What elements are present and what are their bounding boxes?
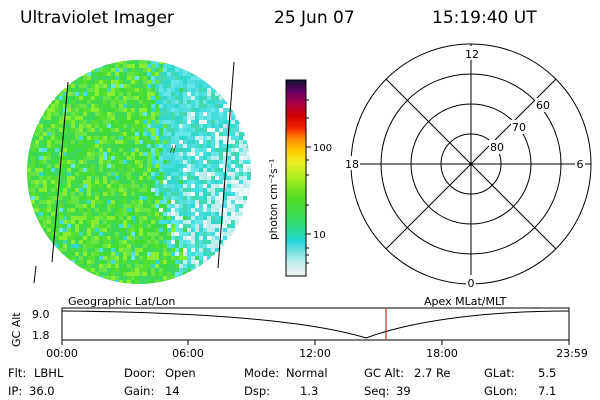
lon-line-right	[217, 61, 235, 269]
polar-grid	[350, 43, 592, 285]
glon-label: GLon:	[484, 384, 518, 398]
lat-label-60: 60	[536, 99, 550, 112]
lon-line-left	[51, 81, 69, 263]
y-tick-1-8: 1.8	[32, 329, 50, 342]
lat-label-80: 80	[490, 141, 504, 154]
x-tick-1200: 12:00	[299, 347, 331, 360]
x-tick-2359: 23:59	[556, 347, 588, 360]
lat-label-70: 70	[512, 121, 526, 134]
colorbar-tick-10: 10	[313, 230, 326, 241]
timeline-right-label: Apex MLat/MLT	[424, 295, 507, 308]
mlt-label-6: 6	[577, 158, 584, 171]
dsp-label: Dsp:	[244, 384, 271, 398]
glat-label: GLat:	[484, 366, 515, 380]
gain-label: Gain:	[124, 384, 155, 398]
header-date: 25 Jun 07	[274, 8, 355, 28]
y-tick-9: 9.0	[32, 308, 50, 321]
x-tick-0000: 00:00	[46, 347, 78, 360]
edge-tick	[33, 265, 37, 284]
glat-value: 5.5	[538, 366, 557, 380]
mode-value: Normal	[286, 366, 328, 380]
header-time: 15:19:40 UT	[432, 8, 537, 28]
ip-value: 36.0	[29, 384, 55, 398]
seq-label: Seq:	[364, 384, 390, 398]
instrument-title: Ultraviolet Imager	[20, 8, 174, 28]
gcalt-value: 2.7 Re	[414, 366, 451, 380]
ip-label: IP:	[8, 384, 23, 398]
door-label: Door:	[124, 366, 156, 380]
door-value: Open	[165, 366, 196, 380]
image-mark: //	[170, 145, 177, 155]
gain-value: 14	[165, 384, 180, 398]
y-axis-label: GC Alt	[10, 312, 23, 347]
uv-image-disk: //	[27, 60, 251, 284]
flt-value: LBHL	[34, 366, 64, 380]
altitude-curve	[61, 310, 570, 339]
colorbar-unit-label: photon cm⁻²s⁻¹	[268, 159, 280, 240]
dsp-value: 1.3	[300, 384, 319, 398]
seq-value: 39	[396, 384, 411, 398]
x-tick-1800: 18:00	[426, 347, 458, 360]
x-tick-0600: 06:00	[172, 347, 204, 360]
flt-label: Flt:	[8, 366, 27, 380]
glon-value: 7.1	[538, 384, 557, 398]
colorbar-tick-100: 100	[313, 143, 332, 154]
timeline-left-label: Geographic Lat/Lon	[68, 295, 175, 308]
timeline-panel: Geographic Lat/Lon Apex MLat/MLT GC Alt …	[10, 295, 588, 360]
gcalt-label: GC Alt:	[364, 366, 405, 380]
mlt-label-18: 18	[345, 158, 359, 171]
mlt-label-0: 0	[468, 277, 475, 290]
mode-label: Mode:	[244, 366, 280, 380]
colorbar: 100 10 photon cm⁻²s⁻¹	[268, 79, 332, 277]
mlt-label-12: 12	[465, 48, 479, 61]
